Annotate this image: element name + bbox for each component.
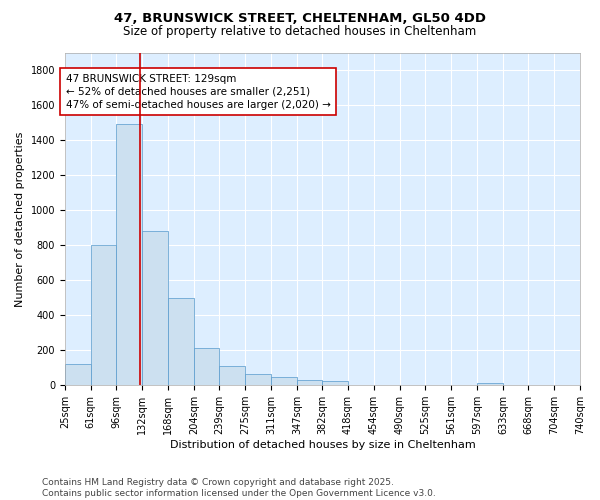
Bar	[271, 378, 297, 385]
Bar	[297, 380, 322, 385]
Bar	[322, 381, 348, 385]
Bar	[91, 245, 116, 385]
Text: 47, BRUNSWICK STREET, CHELTENHAM, GL50 4DD: 47, BRUNSWICK STREET, CHELTENHAM, GL50 4…	[114, 12, 486, 26]
Bar	[219, 366, 245, 385]
Bar	[65, 364, 91, 385]
Bar	[477, 382, 503, 385]
Text: 47 BRUNSWICK STREET: 129sqm
← 52% of detached houses are smaller (2,251)
47% of : 47 BRUNSWICK STREET: 129sqm ← 52% of det…	[65, 74, 331, 110]
Bar	[245, 374, 271, 385]
Bar	[194, 348, 219, 385]
Bar	[142, 231, 168, 385]
Text: Contains HM Land Registry data © Crown copyright and database right 2025.
Contai: Contains HM Land Registry data © Crown c…	[42, 478, 436, 498]
X-axis label: Distribution of detached houses by size in Cheltenham: Distribution of detached houses by size …	[170, 440, 475, 450]
Bar	[116, 124, 142, 385]
Bar	[168, 298, 194, 385]
Y-axis label: Number of detached properties: Number of detached properties	[15, 131, 25, 306]
Text: Size of property relative to detached houses in Cheltenham: Size of property relative to detached ho…	[124, 25, 476, 38]
